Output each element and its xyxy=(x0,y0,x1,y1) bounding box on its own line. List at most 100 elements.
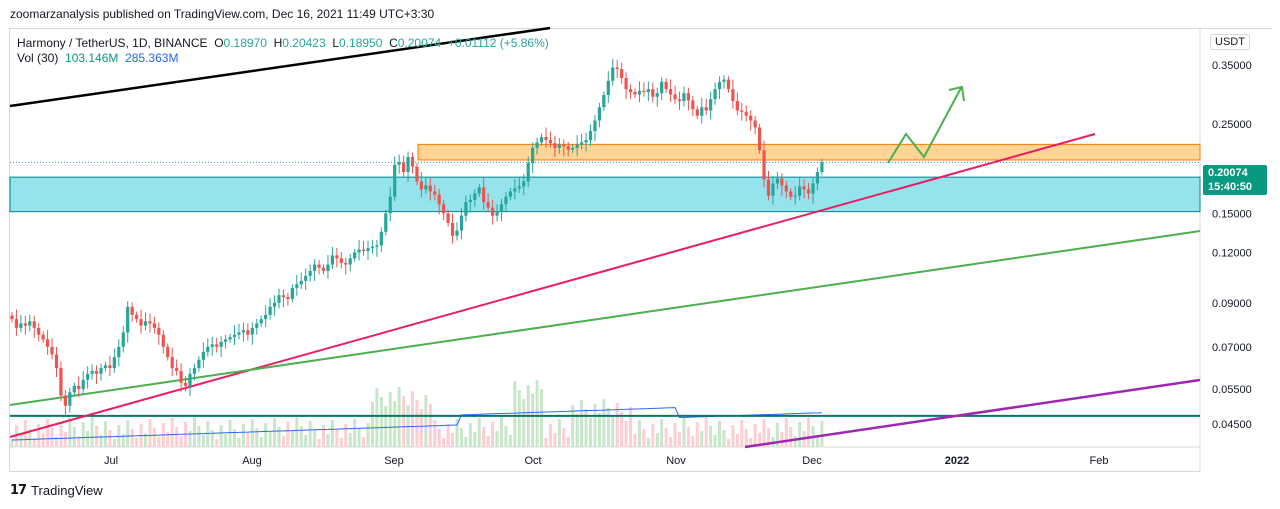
candle-body xyxy=(717,81,722,90)
candle-body xyxy=(820,162,824,172)
candle-body xyxy=(713,89,717,100)
candle-body xyxy=(112,357,116,369)
volume-bar xyxy=(691,436,695,447)
volume-bar xyxy=(144,433,147,447)
volume-bar xyxy=(86,431,90,447)
candle-body xyxy=(50,346,54,355)
volume-bar xyxy=(637,420,641,447)
candle-body xyxy=(602,94,606,108)
candle-body xyxy=(553,143,557,148)
volume-bar xyxy=(620,412,624,447)
volume-bar xyxy=(357,428,361,447)
black-trendline xyxy=(9,26,551,108)
volume-bar xyxy=(820,421,824,447)
volume-bar xyxy=(646,438,650,447)
volume-bar xyxy=(624,421,628,447)
candle-body xyxy=(135,314,139,320)
candle-body xyxy=(571,147,575,150)
green-trendline xyxy=(9,230,1201,406)
candle-body xyxy=(313,264,317,271)
candle-body xyxy=(250,327,254,335)
candle-body xyxy=(10,315,14,320)
price-tick-label: 0.04500 xyxy=(1212,419,1252,431)
projection-arrowhead xyxy=(948,85,965,102)
candle-body xyxy=(201,351,205,360)
candle-body xyxy=(446,213,450,223)
candle-body xyxy=(139,319,143,326)
volume-bar xyxy=(455,419,459,447)
volume-bar xyxy=(268,432,272,447)
volume-bar xyxy=(126,420,130,447)
volume-bar xyxy=(59,423,63,447)
legend-ohlc-row: Harmony / TetherUS, 1D, BINANCE O0.18970… xyxy=(17,36,549,51)
volume-bar xyxy=(482,427,486,447)
candle-body xyxy=(103,365,108,369)
candle-body xyxy=(486,202,490,208)
candle-body xyxy=(526,163,530,182)
volume-bar xyxy=(571,405,575,447)
candle-body xyxy=(784,185,788,192)
resistance-zone xyxy=(417,143,1201,161)
volume-bar xyxy=(704,417,708,447)
volume-bar xyxy=(593,404,597,447)
candle-body xyxy=(508,191,512,197)
volume-bar xyxy=(437,429,441,447)
candle-body xyxy=(620,69,624,79)
legend-vol-label[interactable]: Vol (30) xyxy=(17,51,59,65)
volume-bar xyxy=(19,434,23,447)
candle-body xyxy=(295,284,299,288)
candle-body xyxy=(499,204,504,212)
volume-bar xyxy=(112,439,116,447)
volume-bar xyxy=(99,435,103,447)
candle-body xyxy=(241,330,245,333)
volume-bar xyxy=(50,428,54,447)
volume-bar xyxy=(615,403,619,447)
candle-body xyxy=(224,339,228,342)
volume-bar xyxy=(322,425,325,447)
candle-body xyxy=(366,248,370,252)
candle-body xyxy=(726,79,731,90)
candle-body xyxy=(255,323,259,328)
volume-bar xyxy=(504,426,508,447)
candle-body xyxy=(606,80,610,95)
legend-high-value: 0.20423 xyxy=(282,36,326,50)
candle-body xyxy=(384,213,388,232)
volume-bar xyxy=(339,438,343,447)
volume-bar xyxy=(259,437,263,447)
currency-unit-badge[interactable]: USDT xyxy=(1210,34,1250,50)
footer-brand[interactable]: 17 TradingView xyxy=(10,483,103,498)
candle-body xyxy=(388,196,392,214)
brand-name: TradingView xyxy=(31,483,103,498)
candle-body xyxy=(326,264,330,271)
candle-body xyxy=(344,262,348,265)
volume-bar xyxy=(290,431,294,447)
candle-body xyxy=(468,199,472,203)
candle-body xyxy=(130,306,134,315)
candle-body xyxy=(68,392,72,406)
candle-body xyxy=(450,222,455,236)
time-tick-label: Nov xyxy=(666,455,686,467)
volume-bar xyxy=(330,420,334,447)
volume-bar xyxy=(210,430,214,447)
candle-body xyxy=(624,78,628,90)
volume-bar xyxy=(348,433,352,447)
candle-body xyxy=(179,370,183,383)
price-tick-label: 0.05500 xyxy=(1212,384,1252,396)
candle-body xyxy=(811,183,815,194)
candle-body xyxy=(633,92,637,95)
candle-body xyxy=(175,368,179,371)
volume-bar xyxy=(384,406,388,447)
candle-body xyxy=(459,215,464,231)
volume-bar xyxy=(81,422,85,447)
legend-symbol[interactable]: Harmony / TetherUS, 1D, BINANCE xyxy=(17,36,208,50)
candle-body xyxy=(691,100,695,110)
volume-bar xyxy=(575,414,579,447)
volume-bar xyxy=(237,438,241,447)
candle-body xyxy=(143,321,148,326)
volume-bar xyxy=(513,381,517,447)
candle-body xyxy=(753,120,757,128)
candle-body xyxy=(789,191,793,197)
legend-low-value: 0.18950 xyxy=(339,36,383,50)
volume-bar xyxy=(197,426,201,447)
